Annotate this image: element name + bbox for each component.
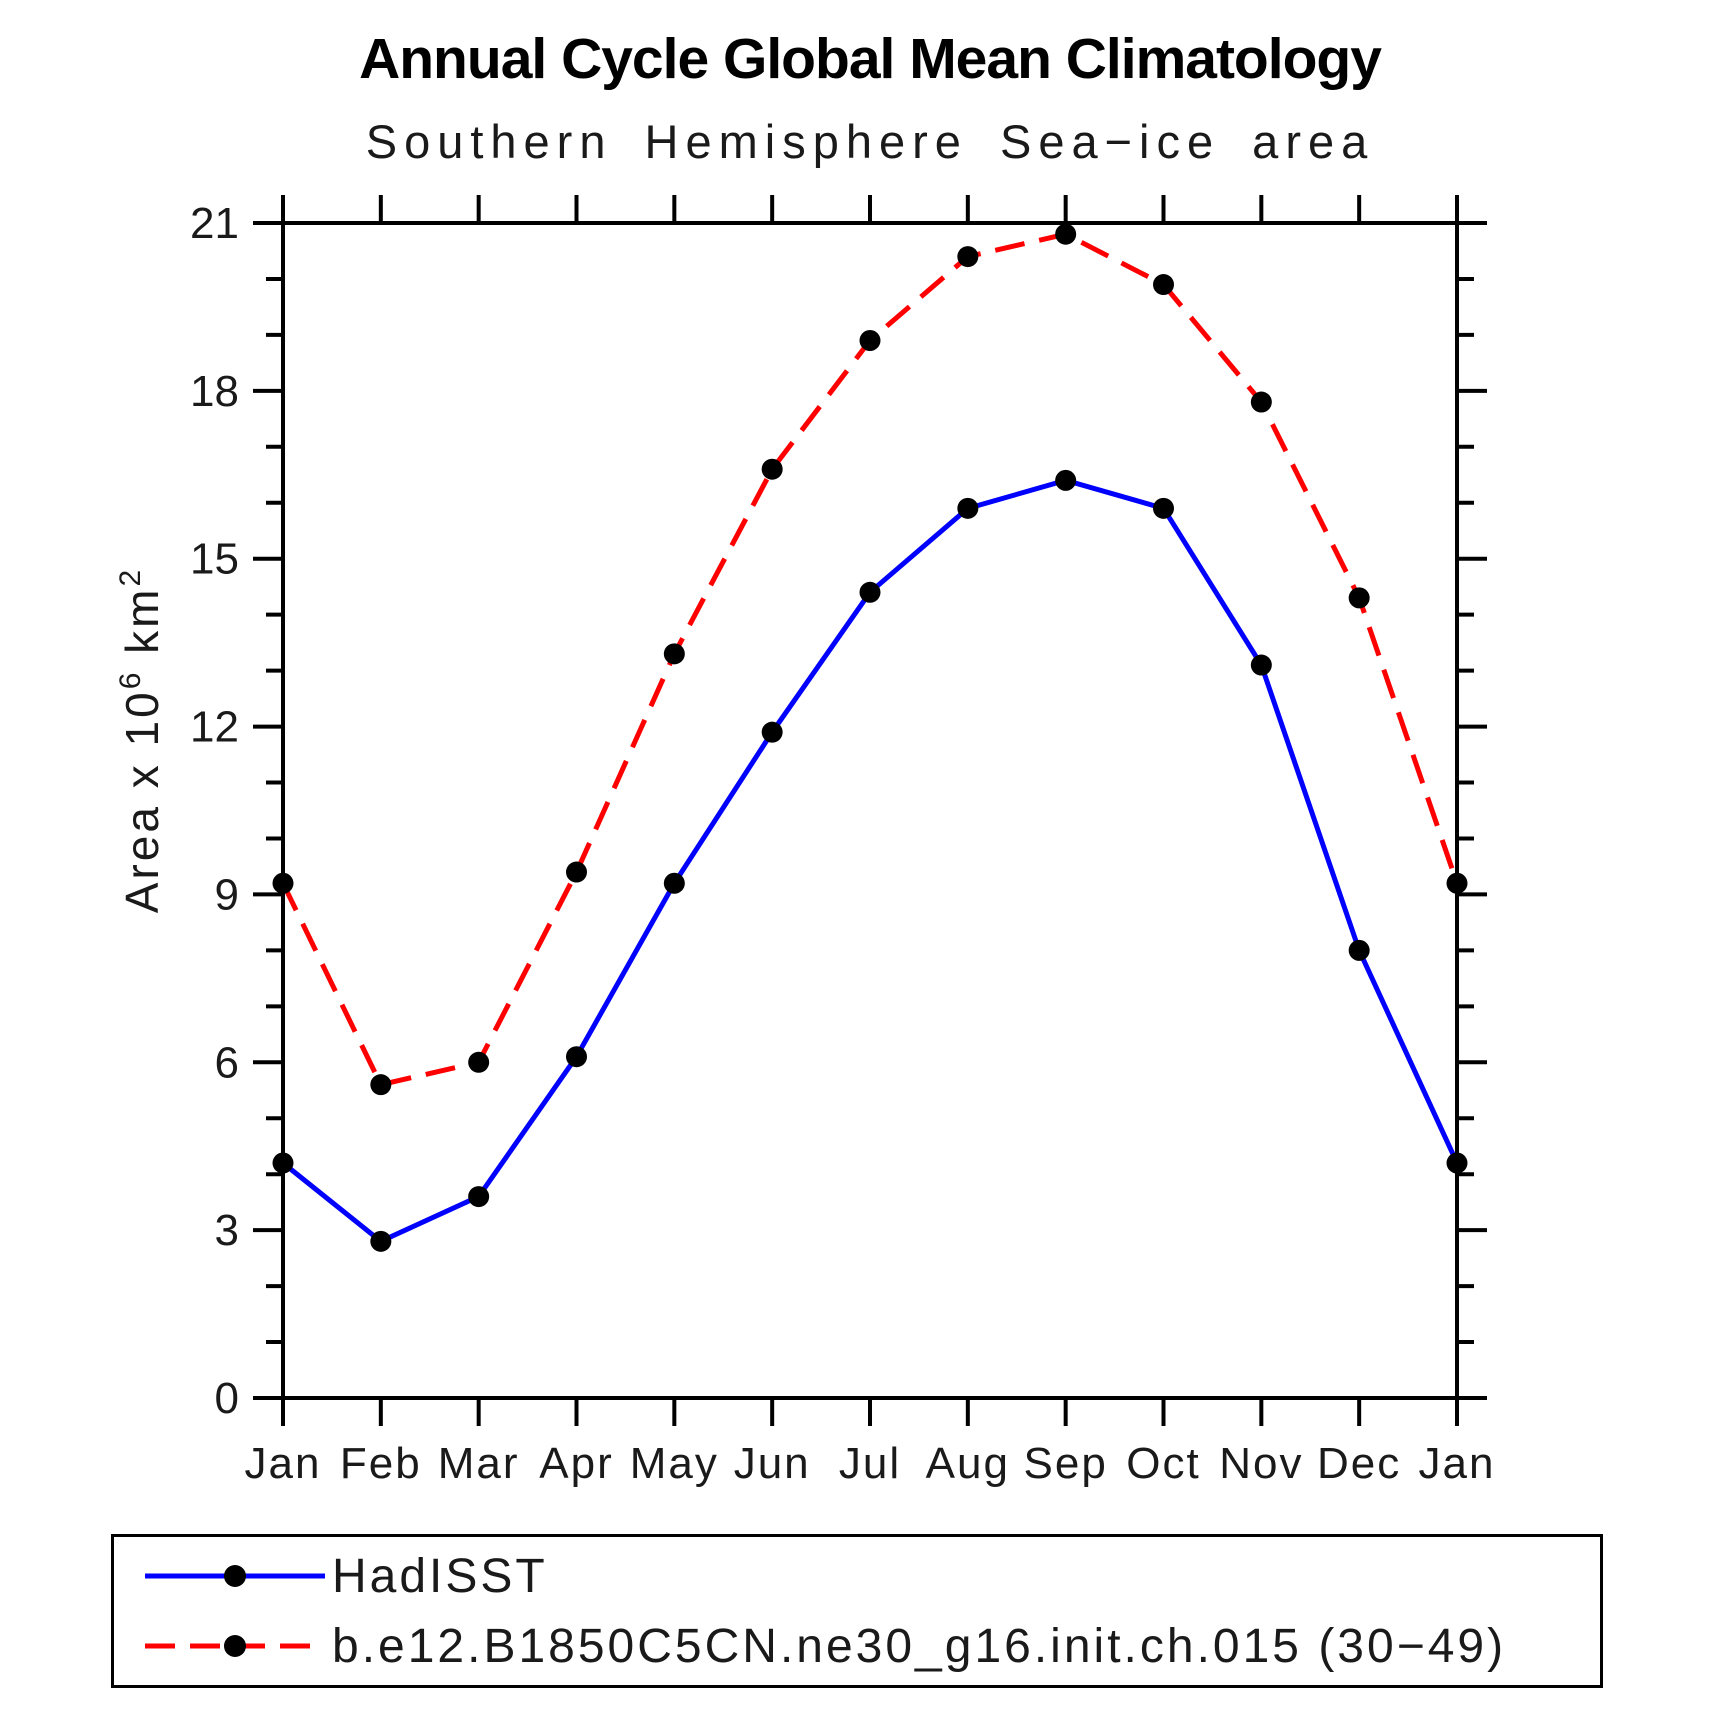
legend-label: HadISST bbox=[332, 1549, 548, 1603]
legend-line-solid-icon bbox=[145, 1565, 325, 1587]
data-point bbox=[272, 872, 294, 894]
series-model bbox=[272, 223, 1468, 1096]
x-tick-label: Mar bbox=[438, 1439, 520, 1488]
legend-item-hadisst: HadISST bbox=[142, 1545, 1600, 1607]
legend-sample-marker bbox=[224, 1635, 246, 1657]
x-tick-label: Sep bbox=[1024, 1439, 1108, 1488]
legend-label: b.e12.B1850C5CN.ne30_g16.init.ch.015 (30… bbox=[332, 1619, 1507, 1673]
legend-item-model: b.e12.B1850C5CN.ne30_g16.init.ch.015 (30… bbox=[142, 1615, 1600, 1677]
y-axis: 0 3 6 9 12 15 18 21 bbox=[190, 199, 1487, 1423]
data-point bbox=[566, 1046, 587, 1068]
data-point bbox=[957, 246, 979, 268]
y-tick-label: 3 bbox=[215, 1206, 239, 1255]
y-tick-label: 12 bbox=[190, 703, 239, 752]
y-tick-label: 21 bbox=[190, 199, 239, 248]
x-tick-label: Jul bbox=[839, 1439, 901, 1488]
data-point bbox=[957, 497, 979, 519]
y-axis-title: Area x 106 km2 bbox=[114, 567, 168, 913]
data-point bbox=[468, 1186, 490, 1208]
data-point bbox=[1153, 274, 1174, 296]
series-line bbox=[280, 231, 1460, 1088]
data-point bbox=[566, 861, 587, 883]
data-point bbox=[1348, 587, 1370, 609]
data-point bbox=[1055, 469, 1077, 491]
y-tick-label: 9 bbox=[215, 870, 239, 919]
data-point bbox=[663, 643, 685, 665]
data-point bbox=[1348, 939, 1370, 961]
chart-title: Annual Cycle Global Mean Climatology bbox=[359, 27, 1382, 91]
x-tick-label: Jan bbox=[1419, 1439, 1496, 1488]
data-point bbox=[1446, 1152, 1468, 1174]
y-tick-label: 15 bbox=[190, 535, 239, 584]
data-point bbox=[370, 1074, 392, 1096]
data-point bbox=[370, 1230, 392, 1252]
data-point bbox=[1250, 654, 1272, 676]
y-tick-label: 18 bbox=[190, 367, 239, 416]
data-point bbox=[272, 1152, 294, 1174]
legend: HadISST b.e12.B1850C5CN.ne30_g16.init.ch… bbox=[111, 1534, 1603, 1688]
data-point bbox=[1250, 391, 1272, 413]
x-tick-label: Feb bbox=[340, 1439, 422, 1488]
data-point bbox=[1055, 223, 1077, 245]
x-tick-label: Jan bbox=[245, 1439, 322, 1488]
data-point bbox=[1446, 872, 1468, 894]
x-tick-label: May bbox=[630, 1439, 719, 1488]
x-tick-label: Nov bbox=[1219, 1439, 1303, 1488]
series-hadisst bbox=[272, 469, 1468, 1252]
x-tick-label: Dec bbox=[1317, 1439, 1401, 1488]
y-axis-label: Area x 106 km2 bbox=[114, 567, 168, 913]
legend-sample-marker bbox=[224, 1565, 246, 1587]
data-point bbox=[859, 581, 881, 603]
x-tick-label: Jun bbox=[734, 1439, 811, 1488]
data-point bbox=[859, 330, 881, 351]
y-tick-label: 6 bbox=[215, 1038, 239, 1087]
plot-frame bbox=[281, 221, 1459, 1400]
data-point bbox=[761, 721, 783, 743]
data-point bbox=[468, 1051, 490, 1073]
x-tick-label: Apr bbox=[539, 1439, 613, 1488]
x-tick-label: Oct bbox=[1126, 1439, 1200, 1488]
x-tick-label: Aug bbox=[926, 1439, 1010, 1488]
legend-line-dashed-icon bbox=[145, 1635, 325, 1657]
data-point bbox=[663, 872, 685, 894]
chart-subtitle: Southern Hemisphere Sea−ice area bbox=[365, 115, 1375, 168]
y-tick-label: 0 bbox=[215, 1374, 239, 1423]
x-axis: Jan Feb Mar Apr May Jun Jul Aug Sep Oct Nov Dec Jan bbox=[245, 195, 1496, 1488]
axes bbox=[281, 221, 1459, 1400]
data-point bbox=[761, 458, 783, 480]
data-point bbox=[1153, 497, 1174, 519]
sea-ice-annual-cycle-plot: Jan Feb Mar Apr May Jun Jul Aug Sep Oct Nov Dec Jan0… bbox=[114, 195, 1496, 1488]
